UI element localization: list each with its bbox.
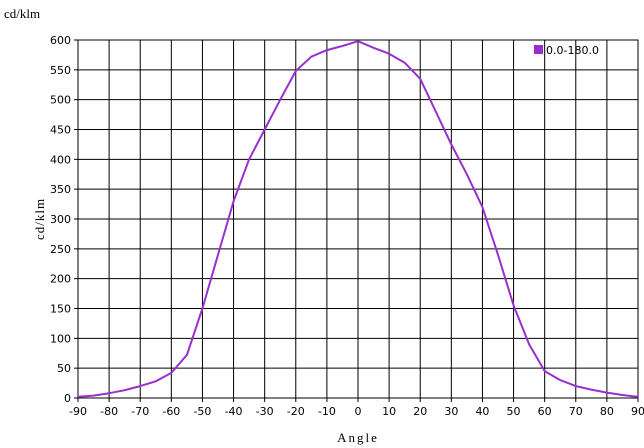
x-tick-label: -50 [193, 405, 211, 418]
legend-swatch [534, 45, 543, 54]
x-axis-label: Angle [337, 430, 379, 445]
x-tick-label: 40 [475, 405, 489, 418]
x-tick-label: -20 [287, 405, 305, 418]
x-tick-label: 70 [569, 405, 583, 418]
x-tick-label: 80 [600, 405, 614, 418]
x-tick-label: -10 [318, 405, 336, 418]
legend-label: 0.0-180.0 [546, 44, 599, 57]
series-group [77, 40, 639, 398]
y-axis-ticks: 0 50 100 150 200 250 300 350 400 450 500 550 600 [50, 34, 78, 405]
x-tick-label: 20 [413, 405, 427, 418]
x-tick-label: -60 [162, 405, 180, 418]
y-tick-label: 400 [50, 153, 71, 166]
x-tick-label: -30 [256, 405, 274, 418]
y-tick-label: 350 [50, 183, 71, 196]
x-tick-label: 50 [507, 405, 521, 418]
x-tick-label: -70 [131, 405, 149, 418]
x-tick-label: 60 [538, 405, 552, 418]
x-tick-label: -90 [69, 405, 87, 418]
y-tick-label: 300 [50, 213, 71, 226]
y-tick-label: 100 [50, 332, 71, 345]
y-tick-label: 50 [57, 362, 71, 375]
x-tick-label: 10 [382, 405, 396, 418]
y-tick-label: 250 [50, 243, 71, 256]
x-tick-label: -40 [225, 405, 243, 418]
chart-title: cd/klm [4, 6, 40, 21]
y-tick-label: 550 [50, 64, 71, 77]
y-tick-label: 150 [50, 303, 71, 316]
x-tick-label: 30 [444, 405, 458, 418]
y-tick-label: 200 [50, 273, 71, 286]
y-tick-label: 600 [50, 34, 71, 47]
x-tick-label: 0 [355, 405, 362, 418]
grid [77, 39, 639, 399]
y-axis-label: cd/klm [32, 198, 47, 240]
y-tick-label: 500 [50, 94, 71, 107]
x-axis-ticks: -90 -80 -70 -60 -50 -40 -30 -20 -10 0 10 20 30 40 50 60… [69, 398, 644, 418]
x-tick-label: -80 [100, 405, 118, 418]
series-line [77, 40, 639, 398]
y-tick-label: 0 [64, 392, 71, 405]
y-tick-label: 450 [50, 124, 71, 137]
x-tick-label: 90 [631, 405, 644, 418]
legend: 0.0-180.0 [534, 44, 599, 57]
